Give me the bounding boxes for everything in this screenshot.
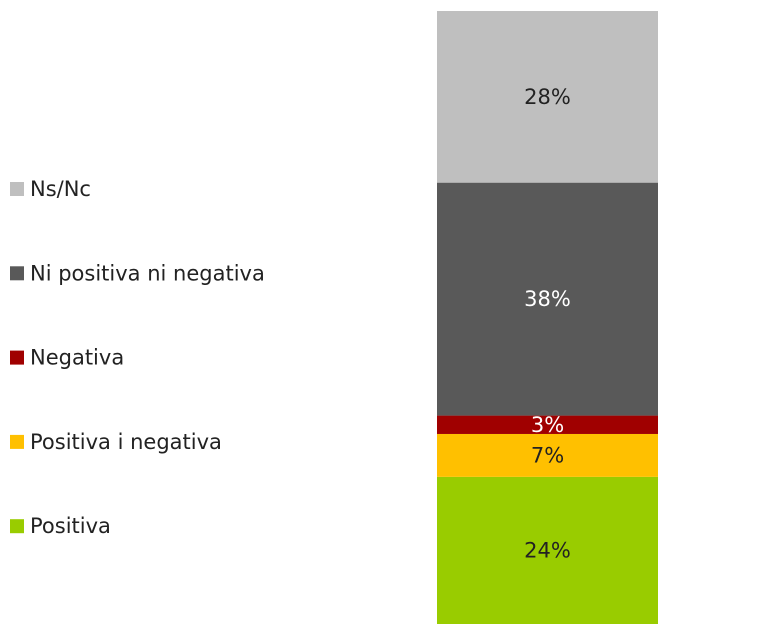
data-label: 38% [524, 287, 571, 311]
legend-swatch [10, 519, 24, 534]
data-label: 28% [524, 85, 571, 109]
bar-segment [437, 476, 658, 624]
bar-segment [437, 11, 658, 183]
data-label: 24% [524, 538, 571, 562]
data-label: 7% [531, 443, 564, 467]
bar-segment [437, 433, 658, 477]
legend-swatch [10, 350, 24, 365]
legend-swatch [10, 434, 24, 449]
legend-swatch [10, 182, 24, 196]
legend-label: Ni positiva ni negativa [30, 261, 265, 285]
legend-label: Ns/Nc [30, 177, 91, 201]
legend-label: Positiva [30, 514, 111, 538]
bar-segment [437, 415, 658, 434]
legend-swatch [10, 266, 24, 281]
data-label: 3% [531, 413, 564, 437]
legend-label: Positiva i negativa [30, 430, 222, 454]
bar-segment [437, 182, 658, 416]
legend-label: Negativa [30, 346, 124, 370]
